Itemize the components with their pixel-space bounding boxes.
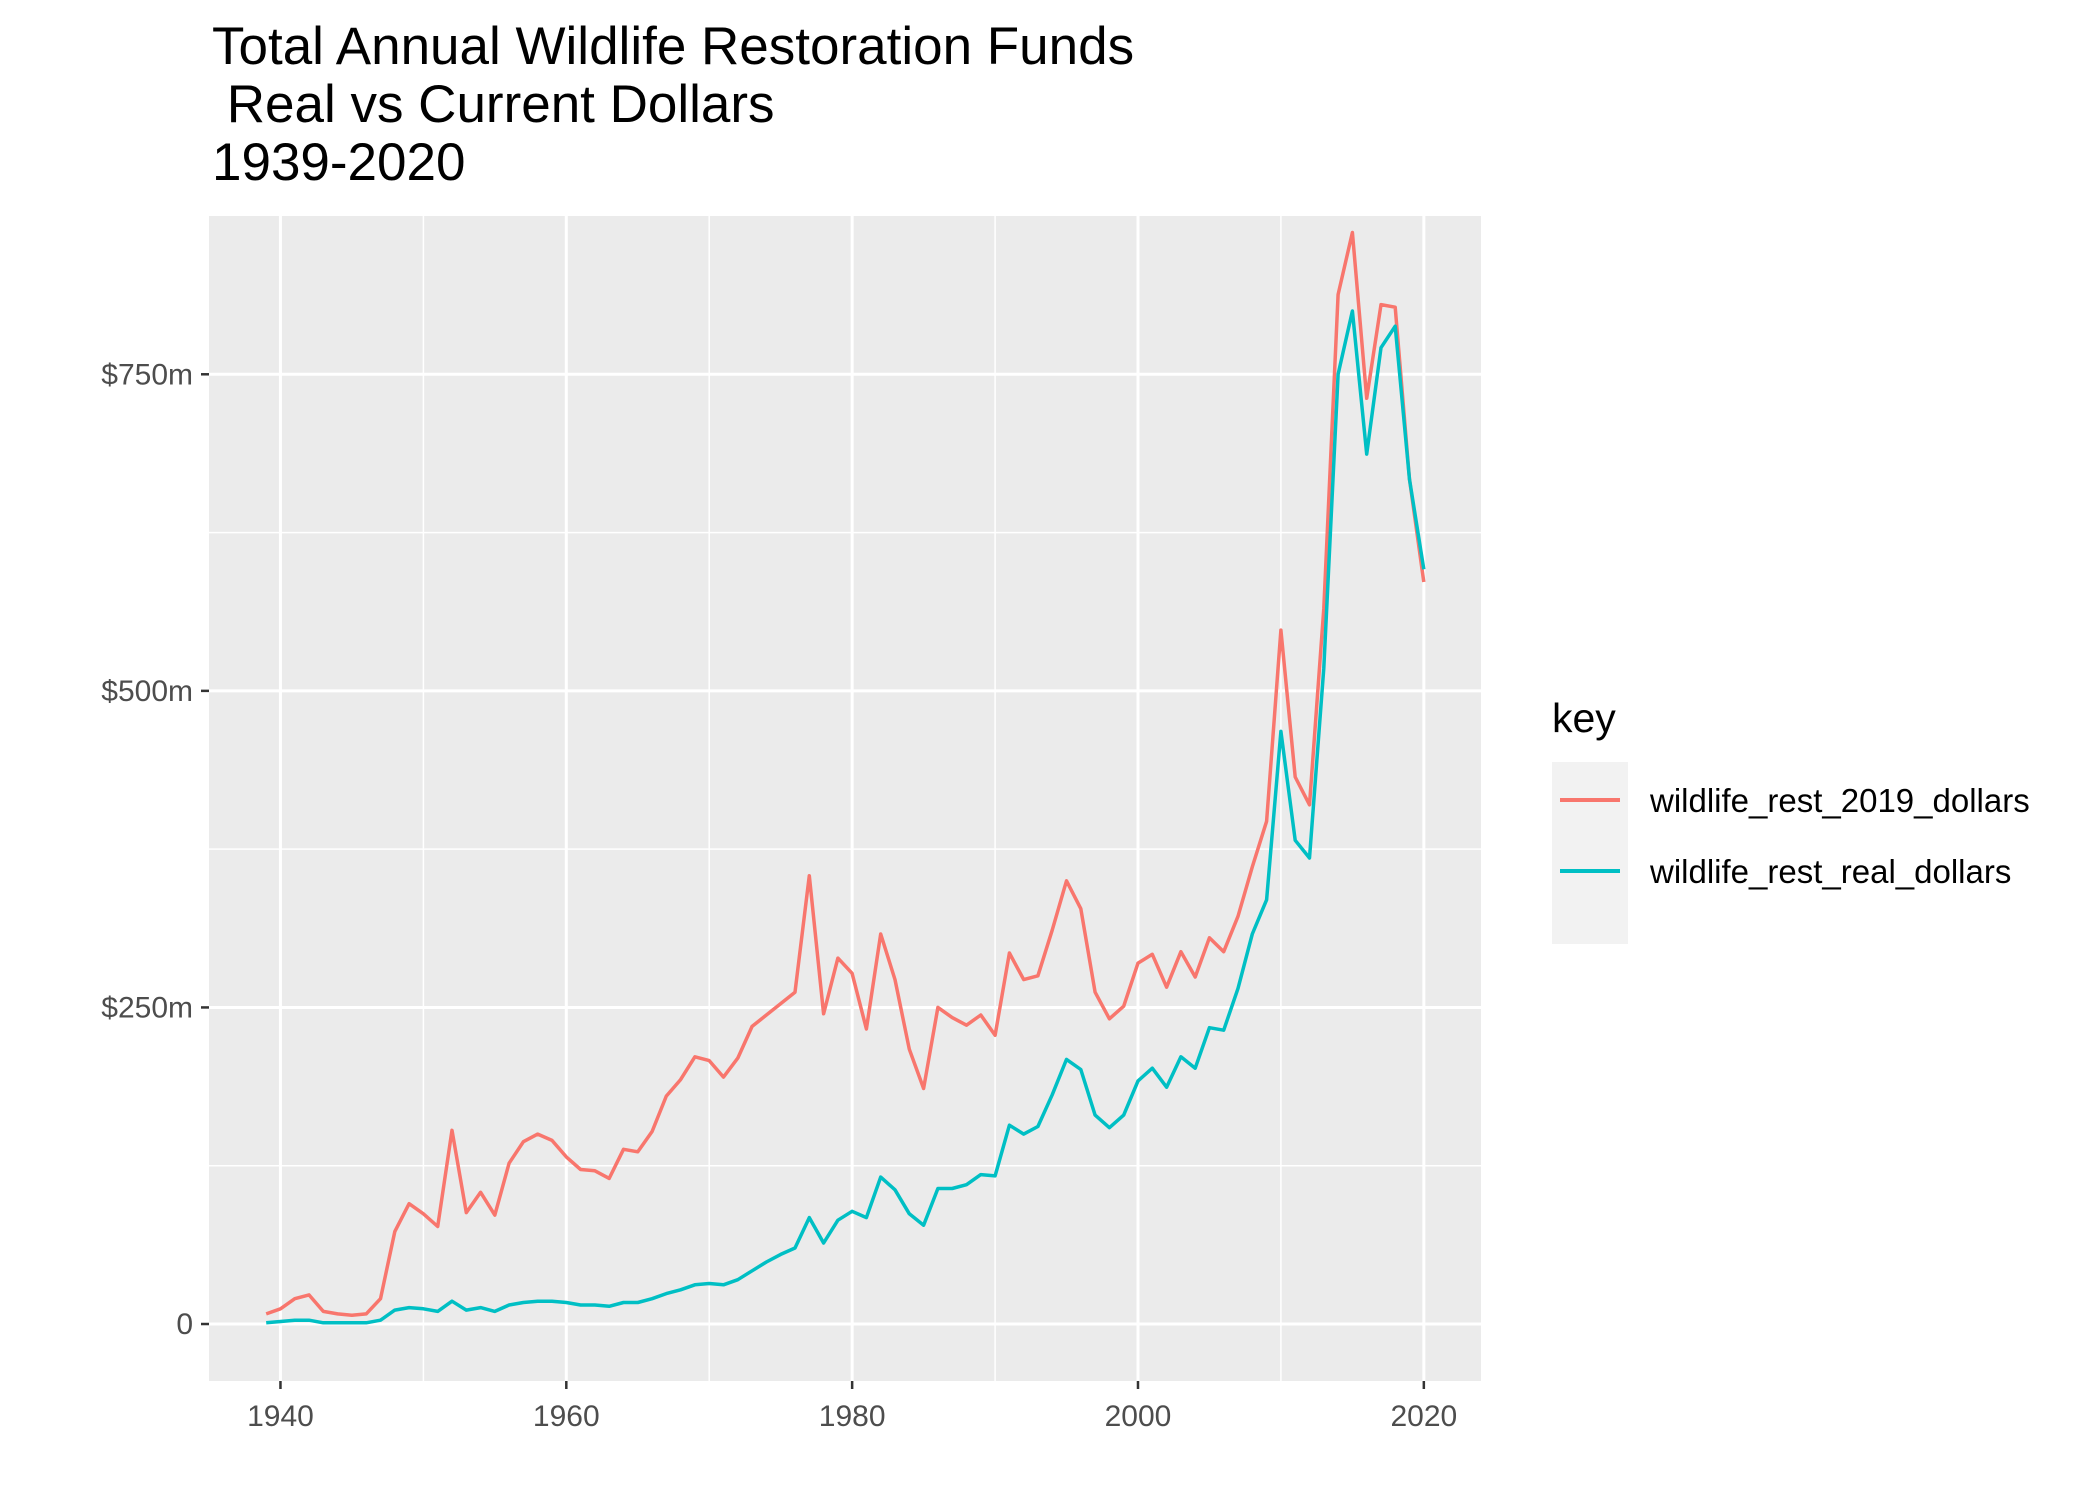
legend: key wildlife_rest_2019_dollars wildlife_…	[1552, 695, 2030, 944]
chart-title-line-1: Total Annual Wildlife Restoration Funds	[212, 17, 1135, 76]
x-tick-label: 1940	[247, 1400, 314, 1433]
y-tick-label: $250m	[101, 991, 193, 1024]
legend-title: key	[1552, 695, 1616, 741]
x-tick-label: 1960	[533, 1400, 600, 1433]
y-axis: 0 $250m $500m $750m	[101, 358, 209, 1341]
chart-title: Total Annual Wildlife Restoration Funds …	[212, 18, 1134, 192]
series-line-2019-dollars	[265, 230, 1426, 1317]
x-axis: 1940 1960 1980 2000 2020	[247, 1381, 1457, 1433]
chart-title-line-3: 1939-2020	[212, 133, 466, 192]
legend-key-background	[1552, 762, 1628, 944]
minor-gridlines	[209, 216, 1481, 1381]
series-lines	[265, 230, 1426, 1325]
y-tick-label: $750m	[101, 358, 193, 391]
x-tick-label: 2020	[1390, 1400, 1457, 1433]
x-tick-label: 1980	[819, 1400, 886, 1433]
legend-label-2019-dollars: wildlife_rest_2019_dollars	[1649, 782, 2030, 819]
chart-title-line-2: Real vs Current Dollars	[212, 75, 775, 134]
y-tick-label: $500m	[101, 675, 193, 708]
legend-label-real-dollars: wildlife_rest_real_dollars	[1649, 853, 2011, 890]
x-tick-label: 2000	[1105, 1400, 1172, 1433]
major-gridlines	[209, 216, 1481, 1381]
series-line-real-dollars	[266, 309, 1426, 1325]
y-tick-label: 0	[176, 1308, 193, 1341]
